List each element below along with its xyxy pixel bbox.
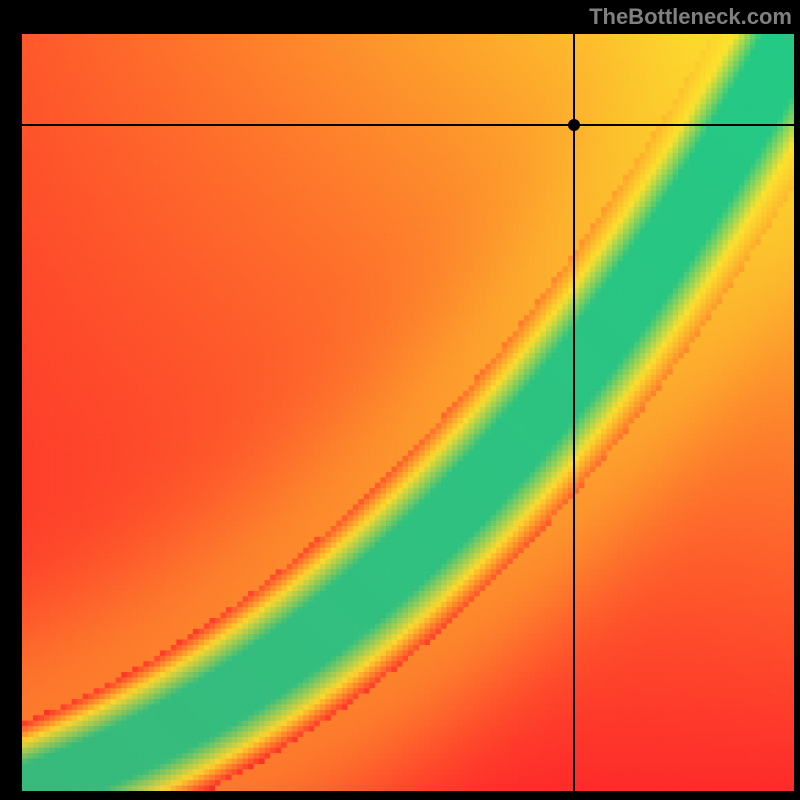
watermark-text: TheBottleneck.com [589, 4, 792, 30]
crosshair-horizontal [22, 124, 794, 126]
bottleneck-heatmap [22, 34, 794, 791]
crosshair-marker [568, 119, 580, 131]
chart-container: TheBottleneck.com [0, 0, 800, 800]
crosshair-vertical [573, 34, 575, 791]
